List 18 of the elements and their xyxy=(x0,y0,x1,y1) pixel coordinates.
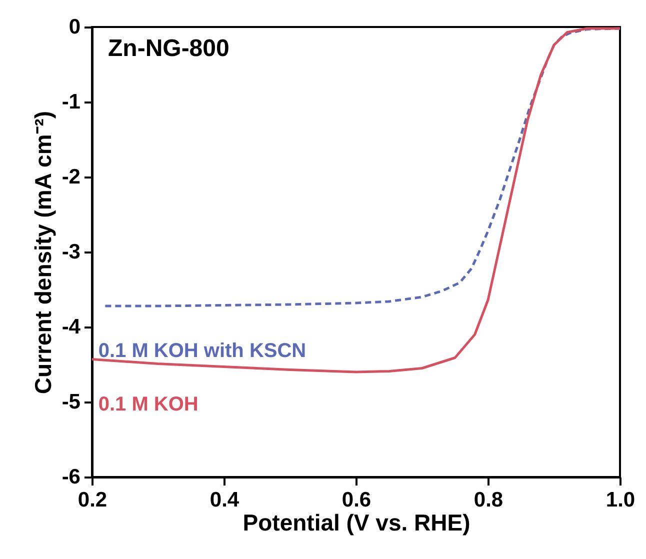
y-tick-label: -4 xyxy=(62,316,81,338)
chart-title: Zn-NG-800 xyxy=(108,35,230,62)
y-tick-label: -3 xyxy=(62,240,80,264)
series-label: 0.1 M KOH xyxy=(98,393,198,416)
x-tick-label: 1.0 xyxy=(606,488,636,512)
y-axis-title: Current density (mA cm⁻²) xyxy=(30,110,56,394)
x-axis-title: Potential (V vs. RHE) xyxy=(242,510,470,536)
x-tick-label: 0.8 xyxy=(474,488,504,512)
y-tick-label: -1 xyxy=(62,90,81,114)
x-tick-label: 0.6 xyxy=(342,488,372,512)
y-tick-label: 0 xyxy=(68,16,80,38)
x-tick-label: 0.2 xyxy=(78,488,108,512)
line-series xyxy=(92,27,620,374)
series-label: 0.1 M KOH with KSCN xyxy=(98,340,306,362)
y-tick-label: -5 xyxy=(62,390,81,414)
y-tick-label: -6 xyxy=(62,466,80,488)
y-tick-label: -2 xyxy=(62,166,80,188)
x-tick-label: 0.4 xyxy=(210,488,240,512)
